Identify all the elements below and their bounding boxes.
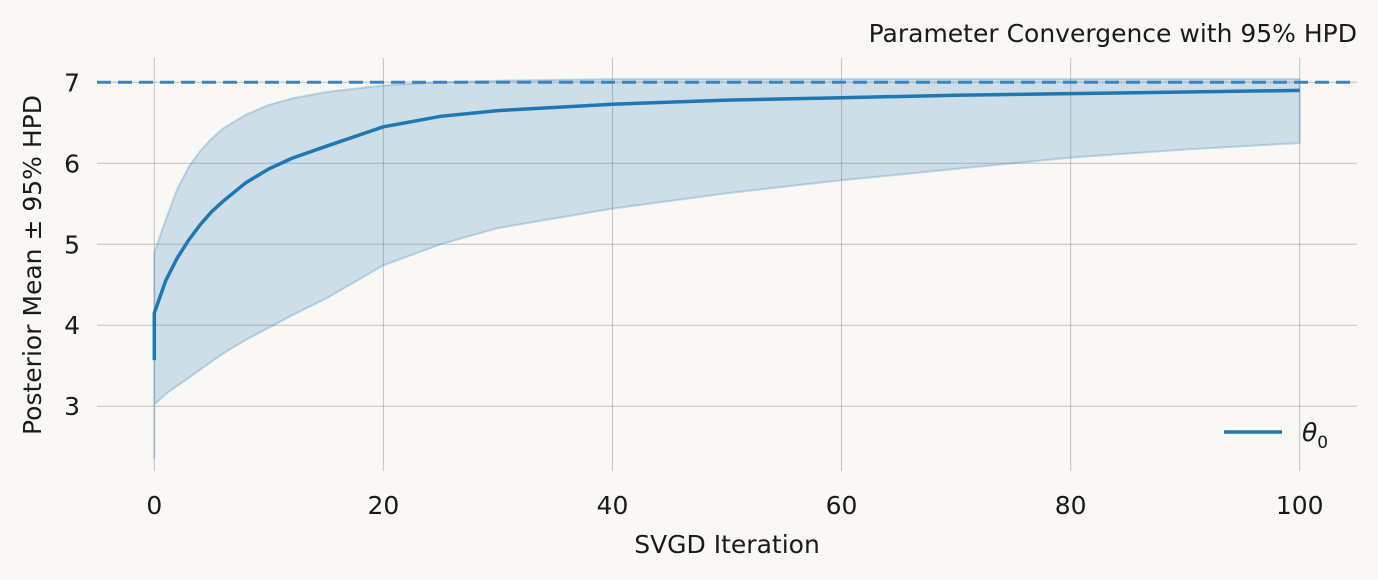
hpd-band-theta0 (153, 78, 1301, 459)
chart-title: Parameter Convergence with 95% HPD (869, 19, 1357, 48)
x-tick-labels: 0 20 40 60 80 100 (146, 491, 1323, 520)
y-tick-label: 7 (64, 68, 80, 97)
y-tick-labels: 3 4 5 6 7 (64, 68, 80, 421)
x-axis-label: SVGD Iteration (634, 530, 820, 559)
y-axis-label: Posterior Mean ± 95% HPD (18, 95, 47, 435)
y-tick-label: 5 (64, 230, 80, 259)
legend: θ0 (1224, 418, 1328, 453)
x-tick-label: 100 (1276, 491, 1324, 520)
x-tick-label: 60 (826, 491, 858, 520)
legend-label-theta0: θ0 (1302, 418, 1328, 453)
x-tick-label: 80 (1055, 491, 1087, 520)
mean-line-theta0 (152, 88, 1300, 361)
x-tick-label: 20 (367, 491, 399, 520)
y-tick-label: 3 (64, 392, 80, 421)
x-tick-label: 0 (146, 491, 162, 520)
x-tick-label: 40 (597, 491, 629, 520)
y-tick-label: 6 (64, 149, 80, 178)
y-tick-label: 4 (64, 311, 80, 340)
